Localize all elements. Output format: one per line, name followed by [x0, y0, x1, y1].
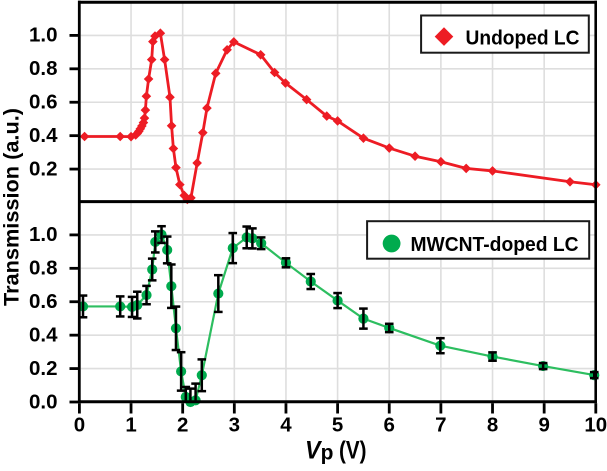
svg-text:MWCNT-doped LC: MWCNT-doped LC — [411, 233, 579, 256]
svg-text:6: 6 — [384, 414, 395, 437]
svg-text:0: 0 — [74, 414, 85, 437]
svg-text:10: 10 — [584, 414, 607, 437]
svg-text:(V): (V) — [339, 436, 367, 464]
svg-text:V: V — [305, 436, 323, 464]
svg-text:1: 1 — [125, 414, 136, 437]
svg-text:1.0: 1.0 — [29, 24, 58, 47]
svg-text:0.4: 0.4 — [29, 323, 58, 346]
svg-text:0.4: 0.4 — [29, 124, 58, 147]
svg-text:0.0: 0.0 — [29, 390, 58, 413]
svg-text:8: 8 — [487, 414, 498, 437]
svg-text:9: 9 — [538, 414, 549, 437]
svg-text:5: 5 — [332, 414, 343, 437]
svg-text:1.0: 1.0 — [29, 223, 58, 246]
svg-text:0.8: 0.8 — [29, 57, 58, 80]
svg-text:0.6: 0.6 — [29, 290, 58, 313]
svg-text:2: 2 — [177, 414, 188, 437]
svg-text:p: p — [321, 442, 334, 465]
svg-text:7: 7 — [435, 414, 446, 437]
svg-text:Transmission (a.u.): Transmission (a.u.) — [1, 108, 24, 306]
svg-text:0.2: 0.2 — [29, 157, 58, 180]
svg-text:3: 3 — [229, 414, 240, 437]
svg-text:0.8: 0.8 — [29, 257, 58, 280]
svg-text:0.6: 0.6 — [29, 91, 58, 114]
svg-text:Undoped LC: Undoped LC — [466, 27, 580, 50]
svg-text:0.2: 0.2 — [29, 357, 58, 380]
svg-text:4: 4 — [280, 414, 292, 437]
